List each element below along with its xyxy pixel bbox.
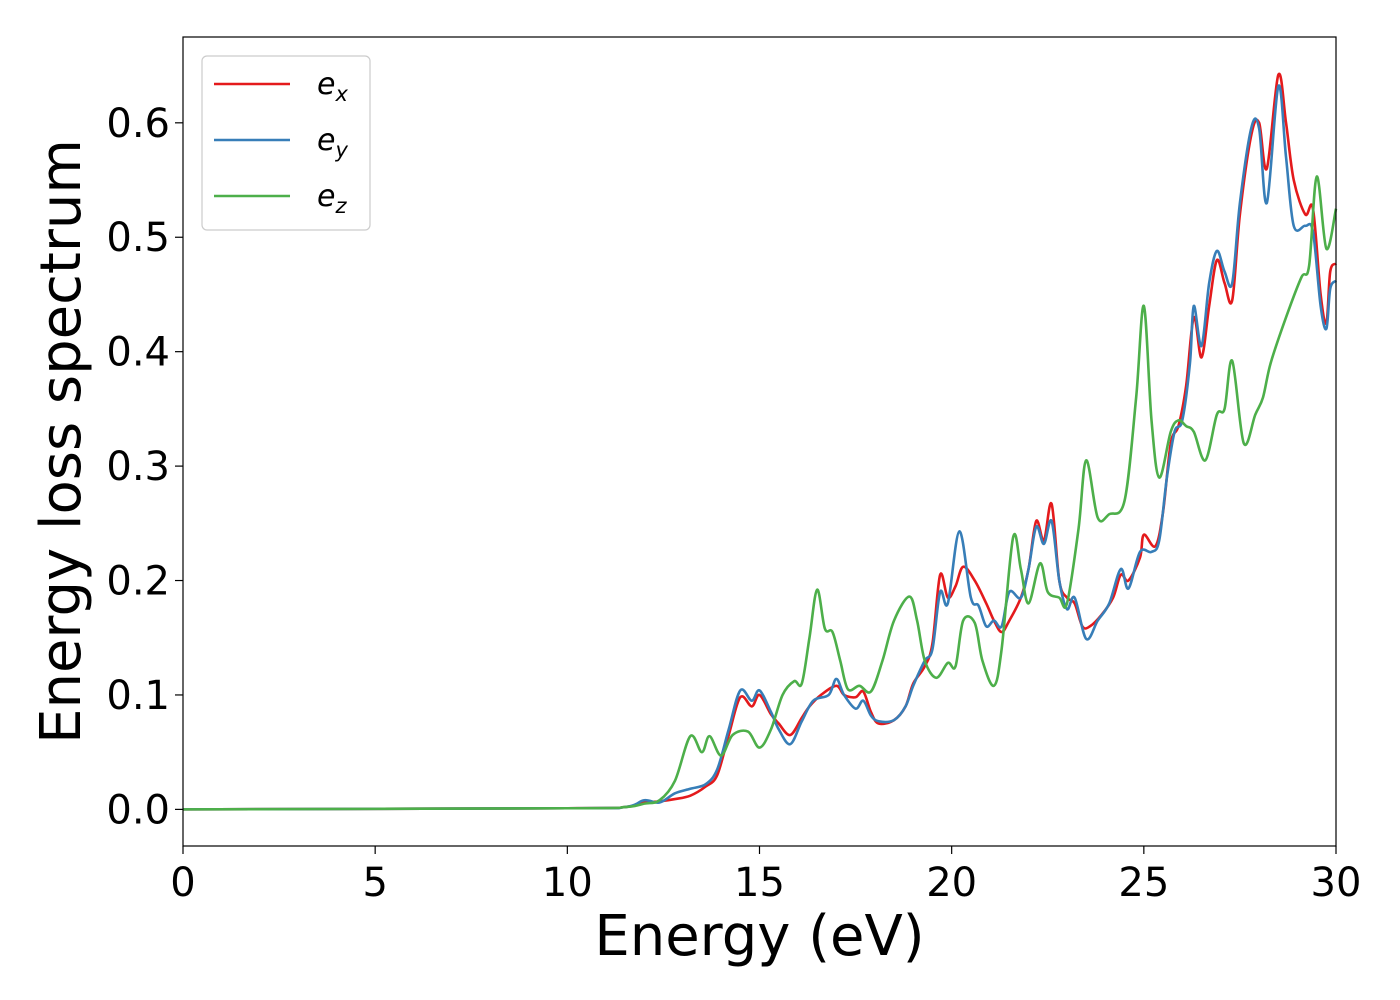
legend-label-e_z: ez <box>317 179 347 218</box>
series-line-e_z <box>182 175 1338 811</box>
x-tick-label: 5 <box>362 860 387 906</box>
y-tick-label: 0.5 <box>106 215 170 261</box>
y-tick-label: 0.6 <box>106 101 170 147</box>
legend-box <box>201 55 371 231</box>
series-line-e_x <box>182 72 1338 811</box>
x-tick-label: 0 <box>170 860 195 906</box>
y-axis-label: Energy loss spectrum <box>29 139 94 744</box>
y-tick-label: 0.1 <box>106 673 170 719</box>
series-lines <box>182 72 1338 811</box>
y-axis-ticks: 0.0 0.1 0.2 0.3 0.4 0.5 0.6 <box>106 101 183 833</box>
series-line-e_y <box>182 84 1338 811</box>
x-tick-label: 10 <box>542 860 593 906</box>
y-tick-label: 0.2 <box>106 559 170 605</box>
legend-label-e_x: ex <box>317 67 348 106</box>
x-axis-ticks: 0 5 10 15 20 25 30 <box>170 846 1361 906</box>
x-tick-label: 15 <box>734 860 785 906</box>
legend: ex ey ez <box>201 55 371 231</box>
x-tick-label: 30 <box>1311 860 1362 906</box>
y-tick-label: 0.3 <box>106 444 170 490</box>
x-tick-label: 20 <box>926 860 977 906</box>
legend-label-e_y: ey <box>317 123 348 162</box>
y-tick-label: 0.4 <box>106 330 170 376</box>
y-tick-label: 0.0 <box>106 787 170 833</box>
x-axis-label: Energy (eV) <box>594 904 924 969</box>
x-tick-label: 25 <box>1118 860 1169 906</box>
